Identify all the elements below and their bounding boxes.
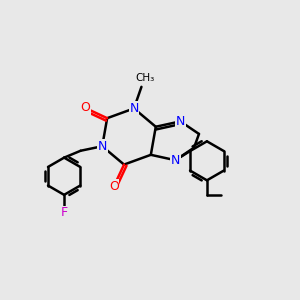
Text: O: O xyxy=(80,101,90,114)
Text: N: N xyxy=(176,115,185,128)
Text: O: O xyxy=(109,180,119,193)
Text: F: F xyxy=(61,206,68,219)
Text: N: N xyxy=(98,140,107,153)
Text: N: N xyxy=(129,102,139,115)
Text: CH₃: CH₃ xyxy=(135,73,155,83)
Text: N: N xyxy=(171,154,180,167)
